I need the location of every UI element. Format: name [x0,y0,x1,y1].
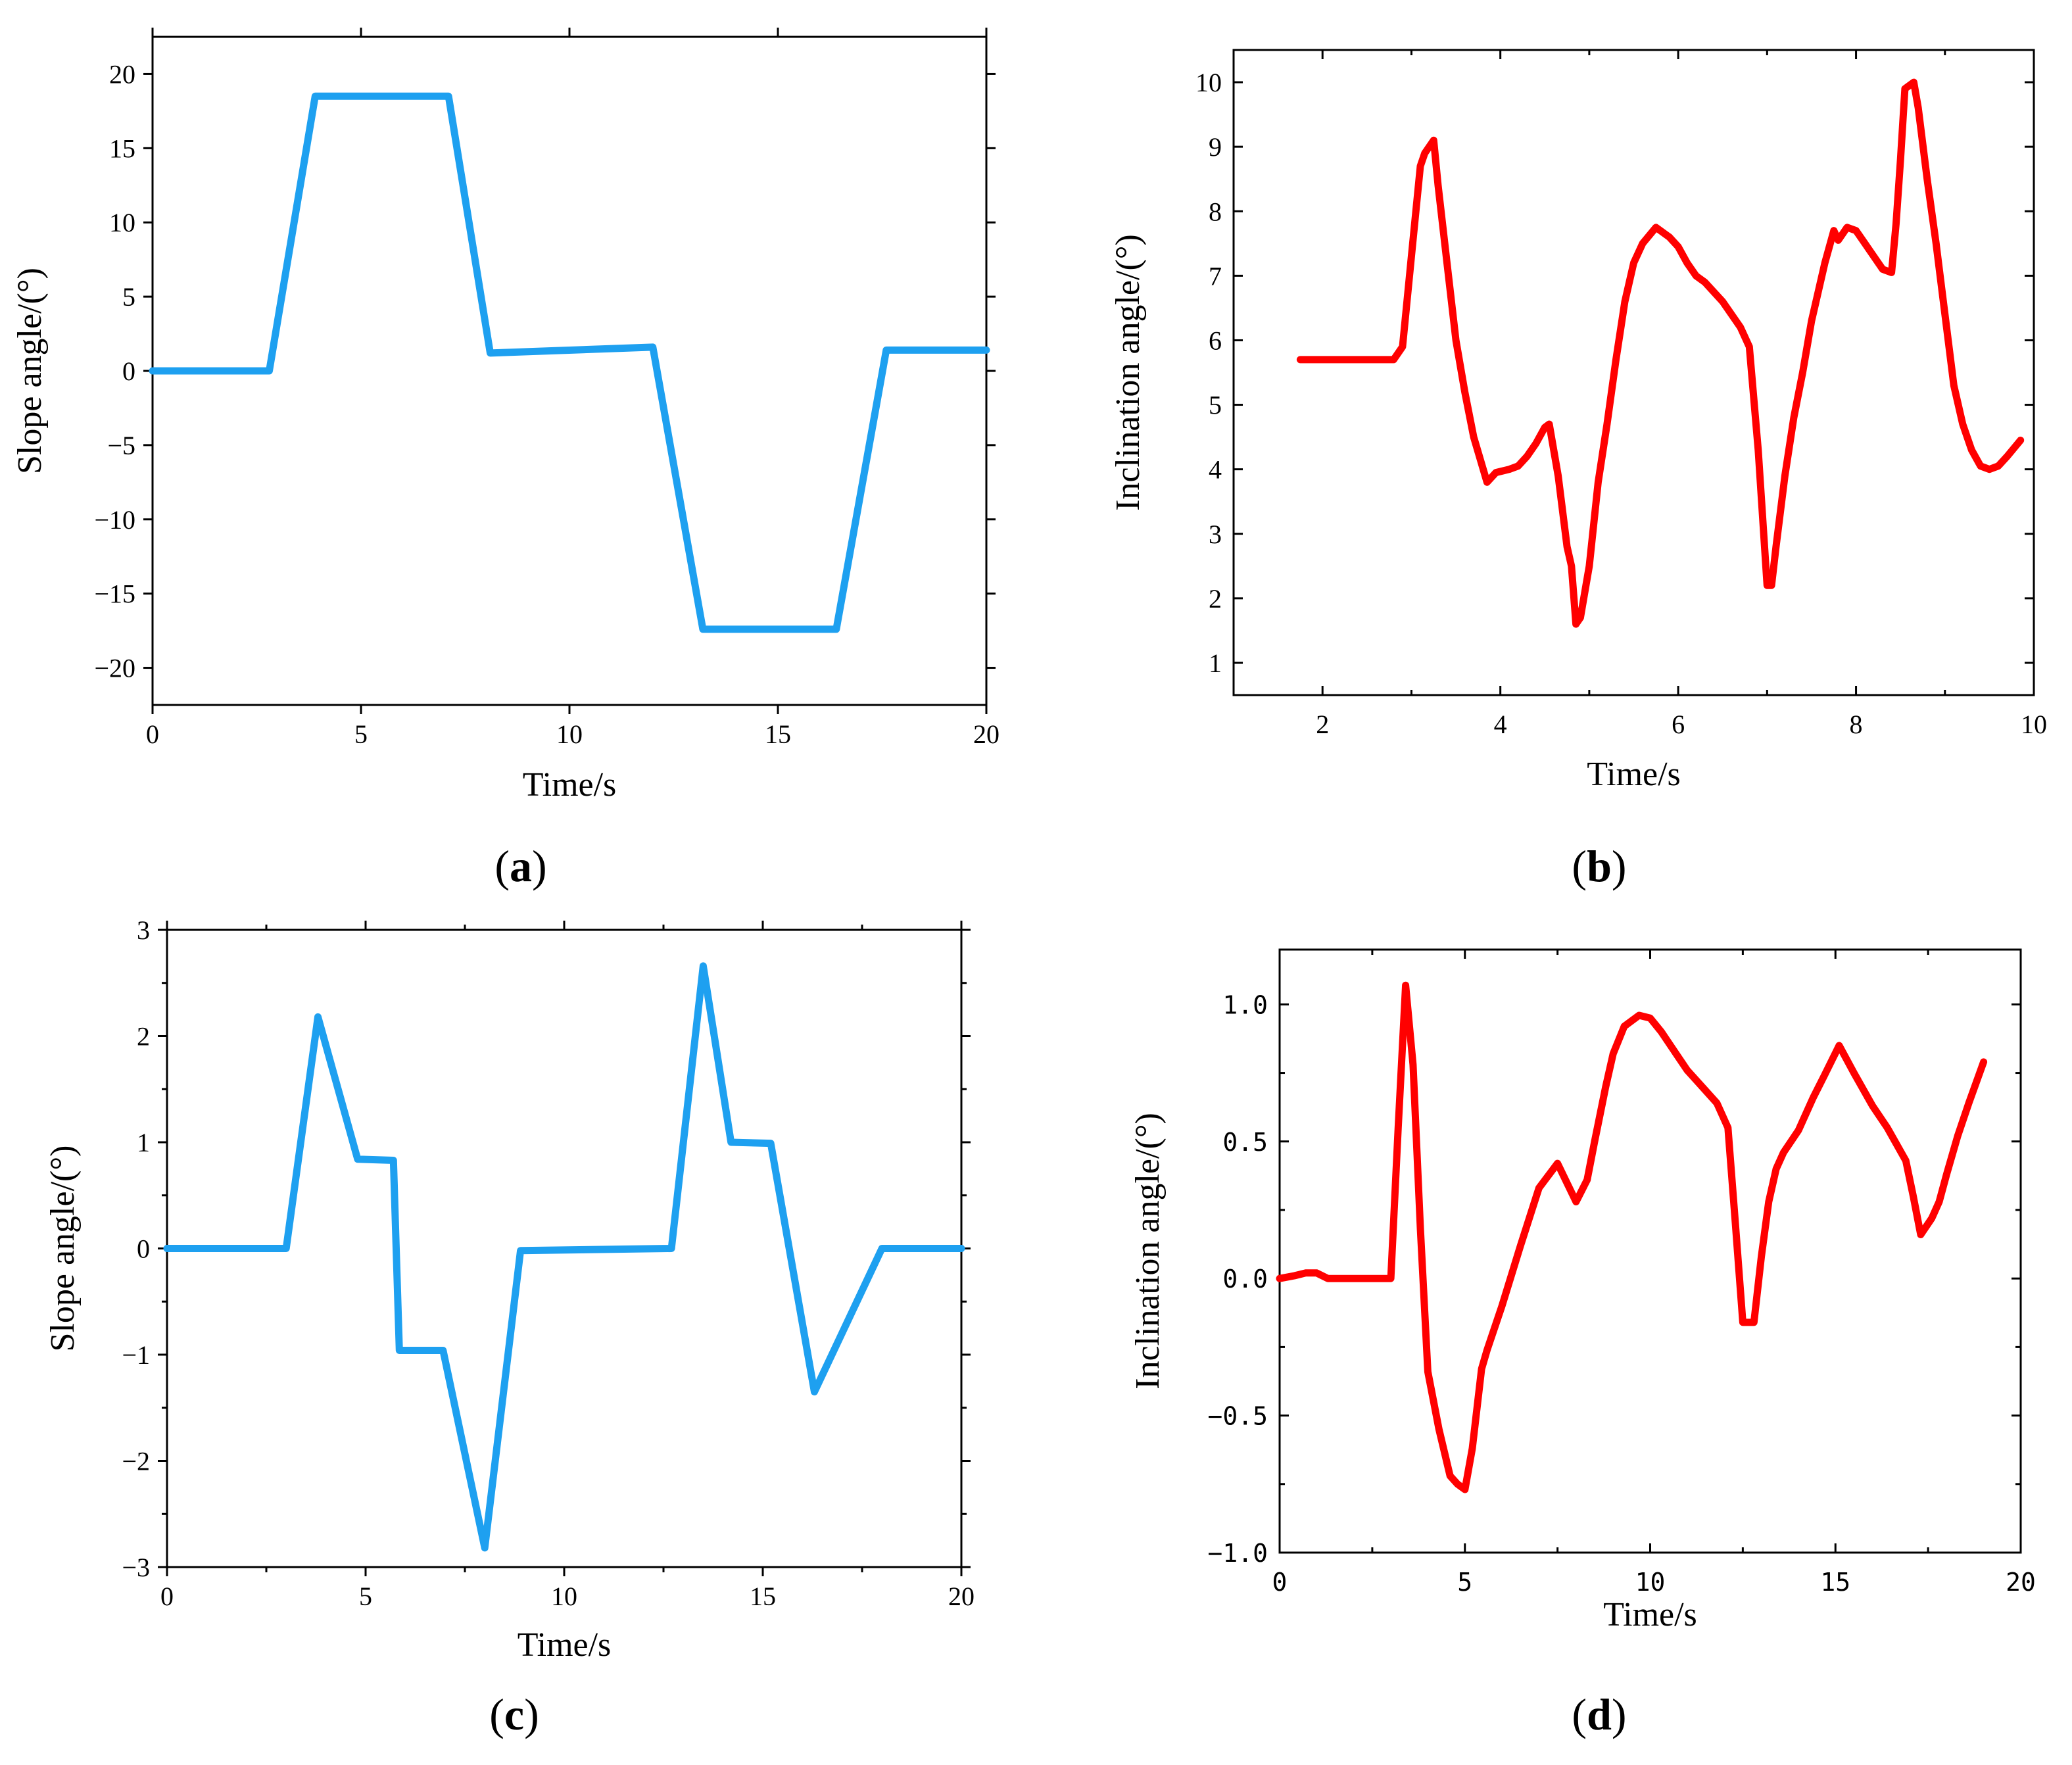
x-tick-label: 0 [160,1582,174,1611]
x-tick-label: 20 [948,1582,975,1611]
y-tick-label: −20 [94,654,135,683]
y-tick-label: 6 [1209,326,1222,355]
x-tick-label: 5 [1457,1568,1472,1597]
panel-letter-text: c [504,1689,524,1739]
x-tick-label: 2 [1316,710,1329,739]
series-line [149,92,990,633]
panel-letter-text: d [1587,1689,1612,1739]
x-tick-label: 10 [551,1582,577,1611]
plot-frame [151,36,988,706]
panel-letter: (c) [489,1689,539,1739]
panel-letter: (a) [494,841,546,891]
y-tick-label: −1.0 [1207,1539,1268,1568]
y-tick-label: 20 [109,59,135,89]
x-axis-title: Time/s [518,1626,612,1664]
panel-letter-text: a [510,841,532,891]
x-tick-label: 15 [1820,1568,1850,1597]
panel-d: 0 5 10 15 20 1.0 0.5 0.0 −0.5 −1.0 Time/s Inclinati… [1129,948,2036,1739]
panel-letter: (d) [1572,1689,1626,1739]
y-tick-label: 1 [137,1128,150,1157]
x-tick-label: 20 [2006,1568,2036,1597]
x-tick-label: 15 [750,1582,776,1611]
y-tick-label: 5 [122,282,135,312]
y-axis-title: Inclination angle/(°) [1109,234,1147,511]
x-tick-label: 0 [146,719,159,749]
y-axis-title: Slope angle/(°) [11,268,49,474]
y-tick-label: 1.0 [1222,990,1268,1019]
plot-frame [1232,49,2035,696]
y-tick-label: 3 [1209,520,1222,549]
x-axis-title: Time/s [1587,756,1681,793]
x-tick-label: 5 [359,1582,372,1611]
series-line [163,962,965,1552]
panel-b: 2 4 6 8 10 10 9 8 7 6 5 4 3 2 1 Time/s Inclination angle… [1109,49,2047,891]
x-tick-label: 15 [765,719,791,749]
y-tick-label: 9 [1209,132,1222,162]
x-axis-title: Time/s [523,766,617,804]
y-tick-label: −2 [122,1447,150,1476]
x-tick-label: 0 [1272,1568,1288,1597]
y-axis-title: Inclination angle/(°) [1129,1113,1167,1390]
x-tick-label: 10 [556,719,583,749]
y-tick-label: 1 [1209,648,1222,678]
panel-letter-text: b [1587,841,1612,891]
x-tick-label: 6 [1672,710,1685,739]
x-tick-label: 10 [2021,710,2047,739]
x-tick-label: 5 [354,719,368,749]
panel-letter: (b) [1572,841,1626,891]
y-tick-label: 0.5 [1222,1128,1268,1157]
y-tick-label: −0.5 [1207,1402,1268,1431]
y-tick-label: 8 [1209,197,1222,226]
x-tick-label: 4 [1494,710,1507,739]
x-tick-label: 10 [1635,1568,1666,1597]
series-line [1276,981,1988,1493]
series-line [1296,78,2025,628]
x-tick-label: 20 [973,719,1000,749]
y-tick-label: 0.0 [1222,1265,1268,1294]
y-tick-label: −3 [122,1553,150,1582]
y-tick-label: −5 [107,431,135,460]
x-axis-title: Time/s [1603,1596,1697,1633]
y-tick-label: 15 [109,133,135,163]
y-tick-label: 2 [137,1022,150,1052]
x-tick-label: 8 [1850,710,1863,739]
y-axis-title: Slope angle/(°) [44,1146,82,1352]
y-tick-label: −1 [122,1340,150,1370]
y-tick-label: 10 [109,208,135,237]
y-tick-label: 4 [1209,455,1222,485]
y-tick-label: 5 [1209,391,1222,420]
y-tick-label: 7 [1209,261,1222,291]
y-tick-label: 10 [1195,68,1222,97]
panel-a: 0 5 10 15 20 20 15 10 5 0 −5 −10 −15 −20 Time/s Slope a… [11,28,1000,891]
y-tick-label: 0 [122,356,135,386]
y-tick-label: −15 [94,579,135,609]
y-tick-label: 2 [1209,584,1222,614]
y-tick-label: 3 [137,915,150,945]
y-tick-label: −10 [94,505,135,535]
y-tick-label: 0 [137,1234,150,1264]
